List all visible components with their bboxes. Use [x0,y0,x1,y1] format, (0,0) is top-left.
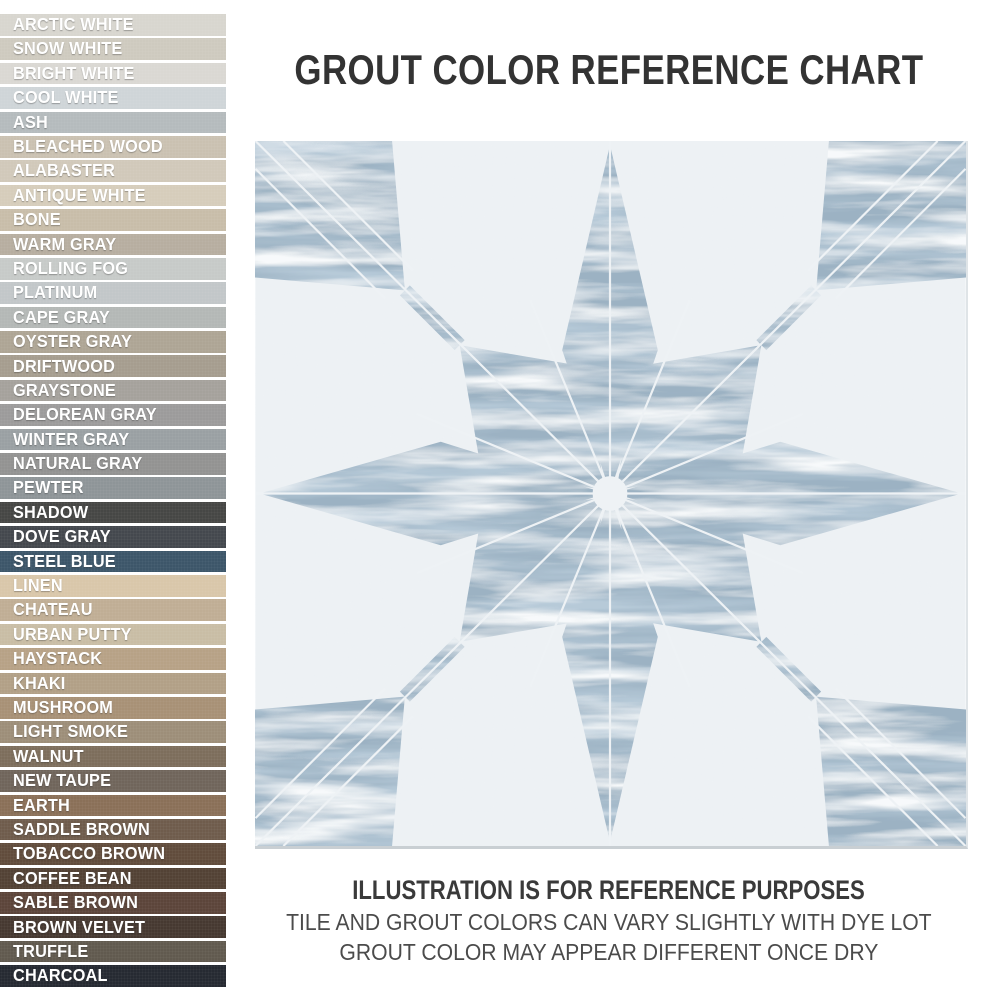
swatch-bone: BONE [0,209,226,231]
swatch-label: EARTH [13,794,70,815]
footer-heading: ILLUSTRATION IS FOR REFERENCE PURPOSES [352,875,866,905]
swatch-label: DRIFTWOOD [13,355,116,376]
footer-line-1: TILE AND GROUT COLORS CAN VARY SLIGHTLY … [286,909,932,935]
star-tile-svg [255,141,966,846]
swatch-platinum: PLATINUM [0,282,226,304]
swatch-urban-putty: URBAN PUTTY [0,623,226,646]
swatch-tobacco-brown: TOBACCO BROWN [0,843,226,865]
swatch-driftwood: DRIFTWOOD [0,355,226,378]
swatch-label: WARM GRAY [13,233,117,254]
swatch-brown-velvet: BROWN VELVET [0,916,226,939]
swatch-label: WINTER GRAY [13,428,130,449]
swatch-delorean-gray: DELOREAN GRAY [0,404,226,426]
swatch-arctic-white: ARCTIC WHITE [0,14,226,36]
swatch-graystone: GRAYSTONE [0,379,226,402]
swatch-earth: EARTH [0,794,226,817]
swatch-light-smoke: LIGHT SMOKE [0,721,226,743]
swatch-pewter: PEWTER [0,477,226,500]
swatch-natural-gray: NATURAL GRAY [0,453,226,475]
swatch-label: BONE [13,209,61,230]
swatch-label: ANTIQUE WHITE [13,184,146,205]
swatch-label: ASH [13,111,48,132]
swatch-steel-blue: STEEL BLUE [0,550,226,573]
swatch-chateau: CHATEAU [0,599,226,621]
page-title-row: GROUT COLOR REFERENCE CHART [230,49,988,91]
swatch-label: PEWTER [13,477,84,498]
swatch-warm-gray: WARM GRAY [0,233,226,256]
swatch-bleached-wood: BLEACHED WOOD [0,135,226,158]
swatch-label: CHARCOAL [13,965,108,986]
swatch-ash: ASH [0,111,226,134]
swatch-label: SHADOW [13,501,89,522]
swatch-cool-white: COOL WHITE [0,87,226,109]
swatch-coffee-bean: COFFEE BEAN [0,867,226,890]
swatch-rolling-fog: ROLLING FOG [0,257,226,280]
swatch-label: TOBACCO BROWN [13,843,166,864]
swatch-label: COOL WHITE [13,87,119,108]
swatch-label: CAPE GRAY [13,306,110,327]
swatch-label: HAYSTACK [13,648,103,669]
star-center-dot [592,476,628,511]
swatch-saddle-brown: SADDLE BROWN [0,818,226,841]
swatch-label: ARCTIC WHITE [13,14,134,35]
swatch-label: STEEL BLUE [13,550,116,571]
swatch-label: COFFEE BEAN [13,867,132,888]
swatch-dove-gray: DOVE GRAY [0,526,226,548]
footer-line-2: GROUT COLOR MAY APPEAR DIFFERENT ONCE DR… [339,939,879,965]
swatch-alabaster: ALABASTER [0,160,226,182]
swatch-label: BROWN VELVET [13,916,146,937]
swatch-bright-white: BRIGHT WHITE [0,62,226,85]
swatch-shadow: SHADOW [0,501,226,524]
swatch-label: ALABASTER [13,160,116,181]
swatch-label: WALNUT [13,745,84,766]
swatch-label: NATURAL GRAY [13,453,143,474]
swatch-label: TRUFFLE [13,940,89,961]
swatch-label: SNOW WHITE [13,38,123,59]
swatch-charcoal: CHARCOAL [0,965,226,987]
swatch-label: KHAKI [13,672,66,693]
footer-notes: ILLUSTRATION IS FOR REFERENCE PURPOSES T… [230,877,988,964]
swatch-new-taupe: NEW TAUPE [0,770,226,792]
swatch-label: DELOREAN GRAY [13,404,157,425]
swatch-label: PLATINUM [13,282,98,303]
swatch-label: OYSTER GRAY [13,331,133,352]
swatch-winter-gray: WINTER GRAY [0,428,226,451]
swatch-label: LINEN [13,575,63,596]
swatch-label: MUSHROOM [13,696,114,717]
tile-illustration [255,141,968,849]
swatch-label: SADDLE BROWN [13,818,150,839]
swatch-truffle: TRUFFLE [0,940,226,963]
swatch-oyster-gray: OYSTER GRAY [0,331,226,353]
swatch-cape-gray: CAPE GRAY [0,306,226,329]
swatch-label: NEW TAUPE [13,770,112,791]
swatch-label: ROLLING FOG [13,257,129,278]
swatch-label: LIGHT SMOKE [13,721,129,742]
page-title: GROUT COLOR REFERENCE CHART [294,46,924,93]
swatch-label: URBAN PUTTY [13,623,132,644]
swatch-haystack: HAYSTACK [0,648,226,670]
swatch-snow-white: SNOW WHITE [0,38,226,60]
swatch-mushroom: MUSHROOM [0,696,226,719]
swatch-khaki: KHAKI [0,672,226,695]
swatch-label: CHATEAU [13,599,93,620]
grout-color-swatch-column: ARCTIC WHITE SNOW WHITE BRIGHT WHITE COOL W… [0,14,226,990]
swatch-antique-white: ANTIQUE WHITE [0,184,226,207]
swatch-sable-brown: SABLE BROWN [0,892,226,914]
swatch-linen: LINEN [0,574,226,597]
swatch-label: DOVE GRAY [13,526,111,547]
swatch-label: SABLE BROWN [13,892,139,913]
swatch-label: BRIGHT WHITE [13,62,135,83]
swatch-walnut: WALNUT [0,745,226,768]
swatch-label: GRAYSTONE [13,379,116,400]
swatch-label: BLEACHED WOOD [13,136,163,156]
